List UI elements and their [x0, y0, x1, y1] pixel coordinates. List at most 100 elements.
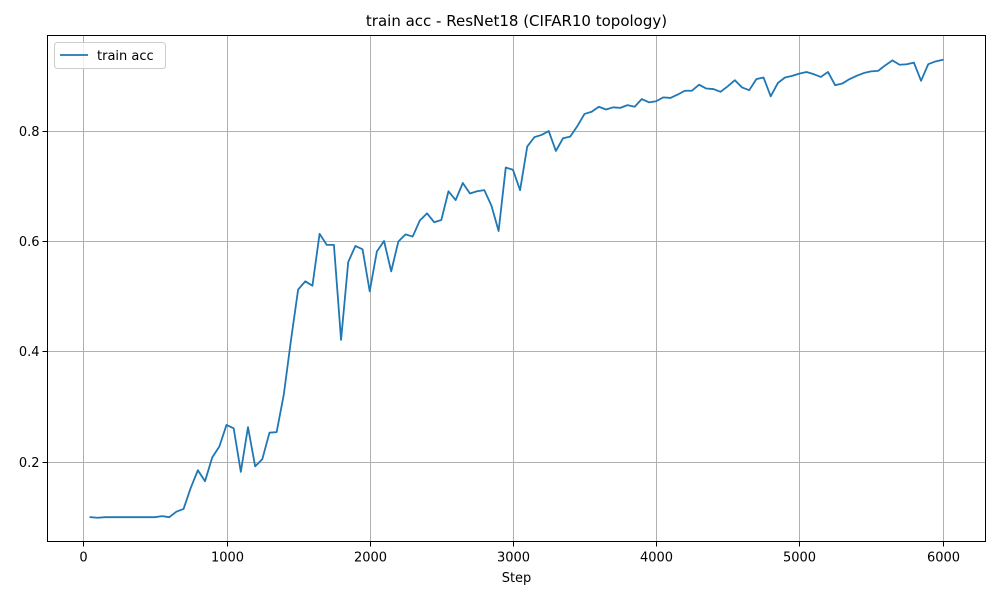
legend-label-train-acc: train acc — [97, 49, 154, 64]
data-point — [426, 212, 428, 214]
y-tick-label: 0.6 — [19, 235, 40, 250]
data-point — [634, 106, 636, 108]
data-point — [763, 77, 765, 79]
data-point — [218, 446, 220, 448]
data-point — [541, 134, 543, 136]
data-point — [347, 261, 349, 263]
x-tick-label: 0 — [79, 551, 87, 566]
data-point — [713, 88, 715, 90]
data-point — [319, 233, 321, 235]
data-point — [469, 193, 471, 195]
data-point — [147, 516, 149, 518]
data-point — [770, 95, 772, 97]
data-point — [111, 516, 113, 518]
data-point — [791, 75, 793, 77]
data-point — [627, 104, 629, 106]
data-point — [849, 78, 851, 80]
data-point — [863, 72, 865, 74]
data-point — [734, 79, 736, 81]
x-axis-label: Step — [502, 571, 532, 586]
data-point — [662, 96, 664, 98]
data-point — [884, 64, 886, 66]
data-point — [491, 205, 493, 207]
data-point — [326, 244, 328, 246]
data-point — [877, 70, 879, 72]
data-point — [856, 75, 858, 77]
x-tick-label: 4000 — [640, 551, 673, 566]
data-point — [906, 63, 908, 65]
data-point — [261, 458, 263, 460]
data-point — [369, 290, 371, 292]
data-point — [562, 137, 564, 139]
data-point — [798, 73, 800, 75]
data-point — [233, 427, 235, 429]
data-point — [204, 480, 206, 482]
data-point — [834, 84, 836, 86]
data-point — [140, 516, 142, 518]
data-point — [576, 125, 578, 127]
x-tick-label: 3000 — [497, 551, 530, 566]
data-point — [183, 508, 185, 510]
data-point — [362, 248, 364, 250]
data-point — [934, 61, 936, 63]
data-point — [354, 245, 356, 247]
data-point — [476, 190, 478, 192]
data-point — [684, 90, 686, 92]
data-point — [419, 220, 421, 222]
data-point — [269, 432, 271, 434]
data-point — [97, 517, 99, 519]
data-point — [612, 106, 614, 108]
data-point — [899, 64, 901, 66]
data-point — [820, 76, 822, 78]
data-point — [777, 82, 779, 84]
data-point — [290, 340, 292, 342]
data-point — [498, 230, 500, 232]
data-point — [304, 280, 306, 282]
data-point — [591, 111, 593, 113]
data-point — [154, 516, 156, 518]
data-point — [755, 78, 757, 80]
data-point — [226, 424, 228, 426]
x-tick-label: 1000 — [211, 551, 244, 566]
data-point — [670, 97, 672, 99]
data-point — [892, 59, 894, 61]
data-point — [161, 515, 163, 517]
data-point — [211, 457, 213, 459]
data-point — [254, 465, 256, 467]
data-point — [455, 199, 457, 201]
data-point — [118, 516, 120, 518]
data-point — [312, 285, 314, 287]
data-point — [705, 88, 707, 90]
data-point — [641, 98, 643, 100]
data-point — [927, 63, 929, 65]
data-point — [655, 100, 657, 102]
data-point — [433, 221, 435, 223]
data-point — [920, 80, 922, 82]
data-point — [548, 130, 550, 132]
data-point — [584, 113, 586, 115]
data-point — [806, 71, 808, 73]
x-tick-label: 2000 — [354, 551, 387, 566]
data-point — [133, 516, 135, 518]
data-point — [240, 471, 242, 473]
data-point — [412, 236, 414, 238]
chart-title: train acc - ResNet18 (CIFAR10 topology) — [366, 12, 667, 30]
data-point — [677, 94, 679, 96]
data-point — [720, 91, 722, 93]
legend: train acc — [55, 43, 166, 69]
data-point — [827, 71, 829, 73]
data-point — [190, 487, 192, 489]
data-point — [512, 169, 514, 171]
data-point — [125, 516, 127, 518]
data-point — [168, 516, 170, 518]
data-point — [90, 516, 92, 518]
data-point — [526, 146, 528, 148]
data-point — [691, 90, 693, 92]
data-point — [505, 167, 507, 169]
data-point — [376, 251, 378, 253]
data-point — [519, 189, 521, 191]
data-point — [569, 136, 571, 138]
data-point — [462, 182, 464, 184]
data-point — [390, 270, 392, 272]
